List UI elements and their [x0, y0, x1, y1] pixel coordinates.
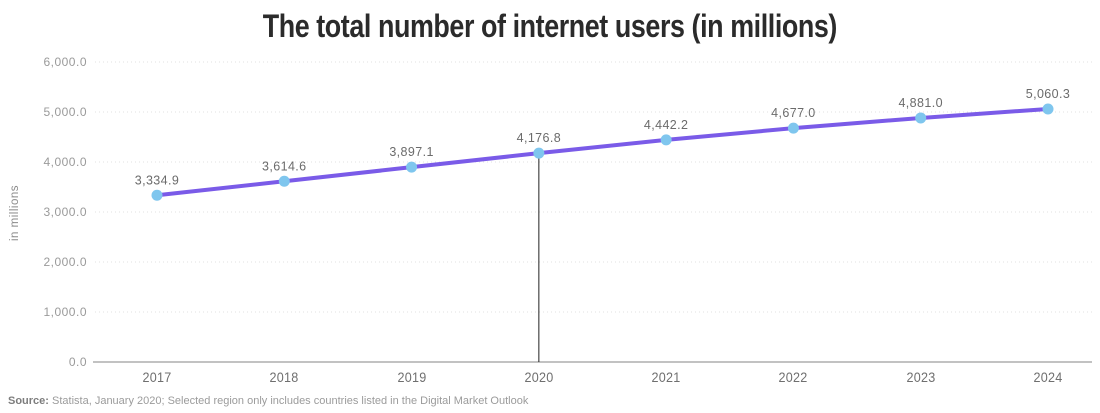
y-tick-label: 5,000.0 — [43, 105, 87, 119]
x-tick-label: 2022 — [778, 369, 808, 385]
data-point-label: 3,897.1 — [389, 145, 434, 159]
y-tick-label: 1,000.0 — [43, 305, 87, 319]
data-point-marker[interactable] — [787, 122, 799, 134]
data-point-marker[interactable] — [151, 189, 163, 201]
series-line — [155, 106, 1050, 198]
y-tick-label: 6,000.0 — [43, 55, 87, 69]
data-point-label: 4,442.2 — [644, 118, 689, 132]
y-tick-label: 4,000.0 — [43, 155, 87, 169]
x-tick-label: 2019 — [397, 369, 427, 385]
chart-title: The total number of internet users (in m… — [0, 4, 1100, 48]
x-tick-label: 2017 — [142, 369, 172, 385]
y-tick-label: 0.0 — [68, 355, 87, 369]
source-label: Source: — [8, 395, 49, 407]
data-point-label: 3,334.9 — [135, 173, 180, 187]
data-point-marker[interactable] — [406, 161, 418, 173]
data-point-label: 4,881.0 — [898, 96, 943, 110]
data-point-marker[interactable] — [915, 112, 927, 124]
data-point-label: 3,614.6 — [262, 159, 307, 173]
data-point-label: 5,060.3 — [1026, 87, 1071, 101]
data-point-label: 4,176.8 — [517, 131, 562, 145]
x-tick-label: 2020 — [524, 369, 554, 385]
data-point-marker[interactable] — [533, 147, 545, 159]
chart-title-text: The total number of internet users (in m… — [262, 7, 838, 44]
y-tick-label: 3,000.0 — [43, 205, 87, 219]
x-tick-label: 2021 — [651, 369, 681, 385]
x-tick-label: 2023 — [906, 369, 936, 385]
data-point-label: 4,677.0 — [771, 106, 816, 120]
source-text: Statista, January 2020; Selected region … — [48, 395, 529, 407]
y-axis-title: in millions — [9, 185, 21, 241]
data-point-marker[interactable] — [1042, 103, 1054, 115]
x-tick-label: 2018 — [269, 369, 299, 385]
source-note: Source: Statista, January 2020; Selected… — [8, 395, 528, 407]
x-tick-label: 2024 — [1033, 369, 1063, 385]
data-point-marker[interactable] — [660, 134, 672, 146]
data-point-marker[interactable] — [278, 175, 290, 187]
y-tick-label: 2,000.0 — [43, 255, 87, 269]
